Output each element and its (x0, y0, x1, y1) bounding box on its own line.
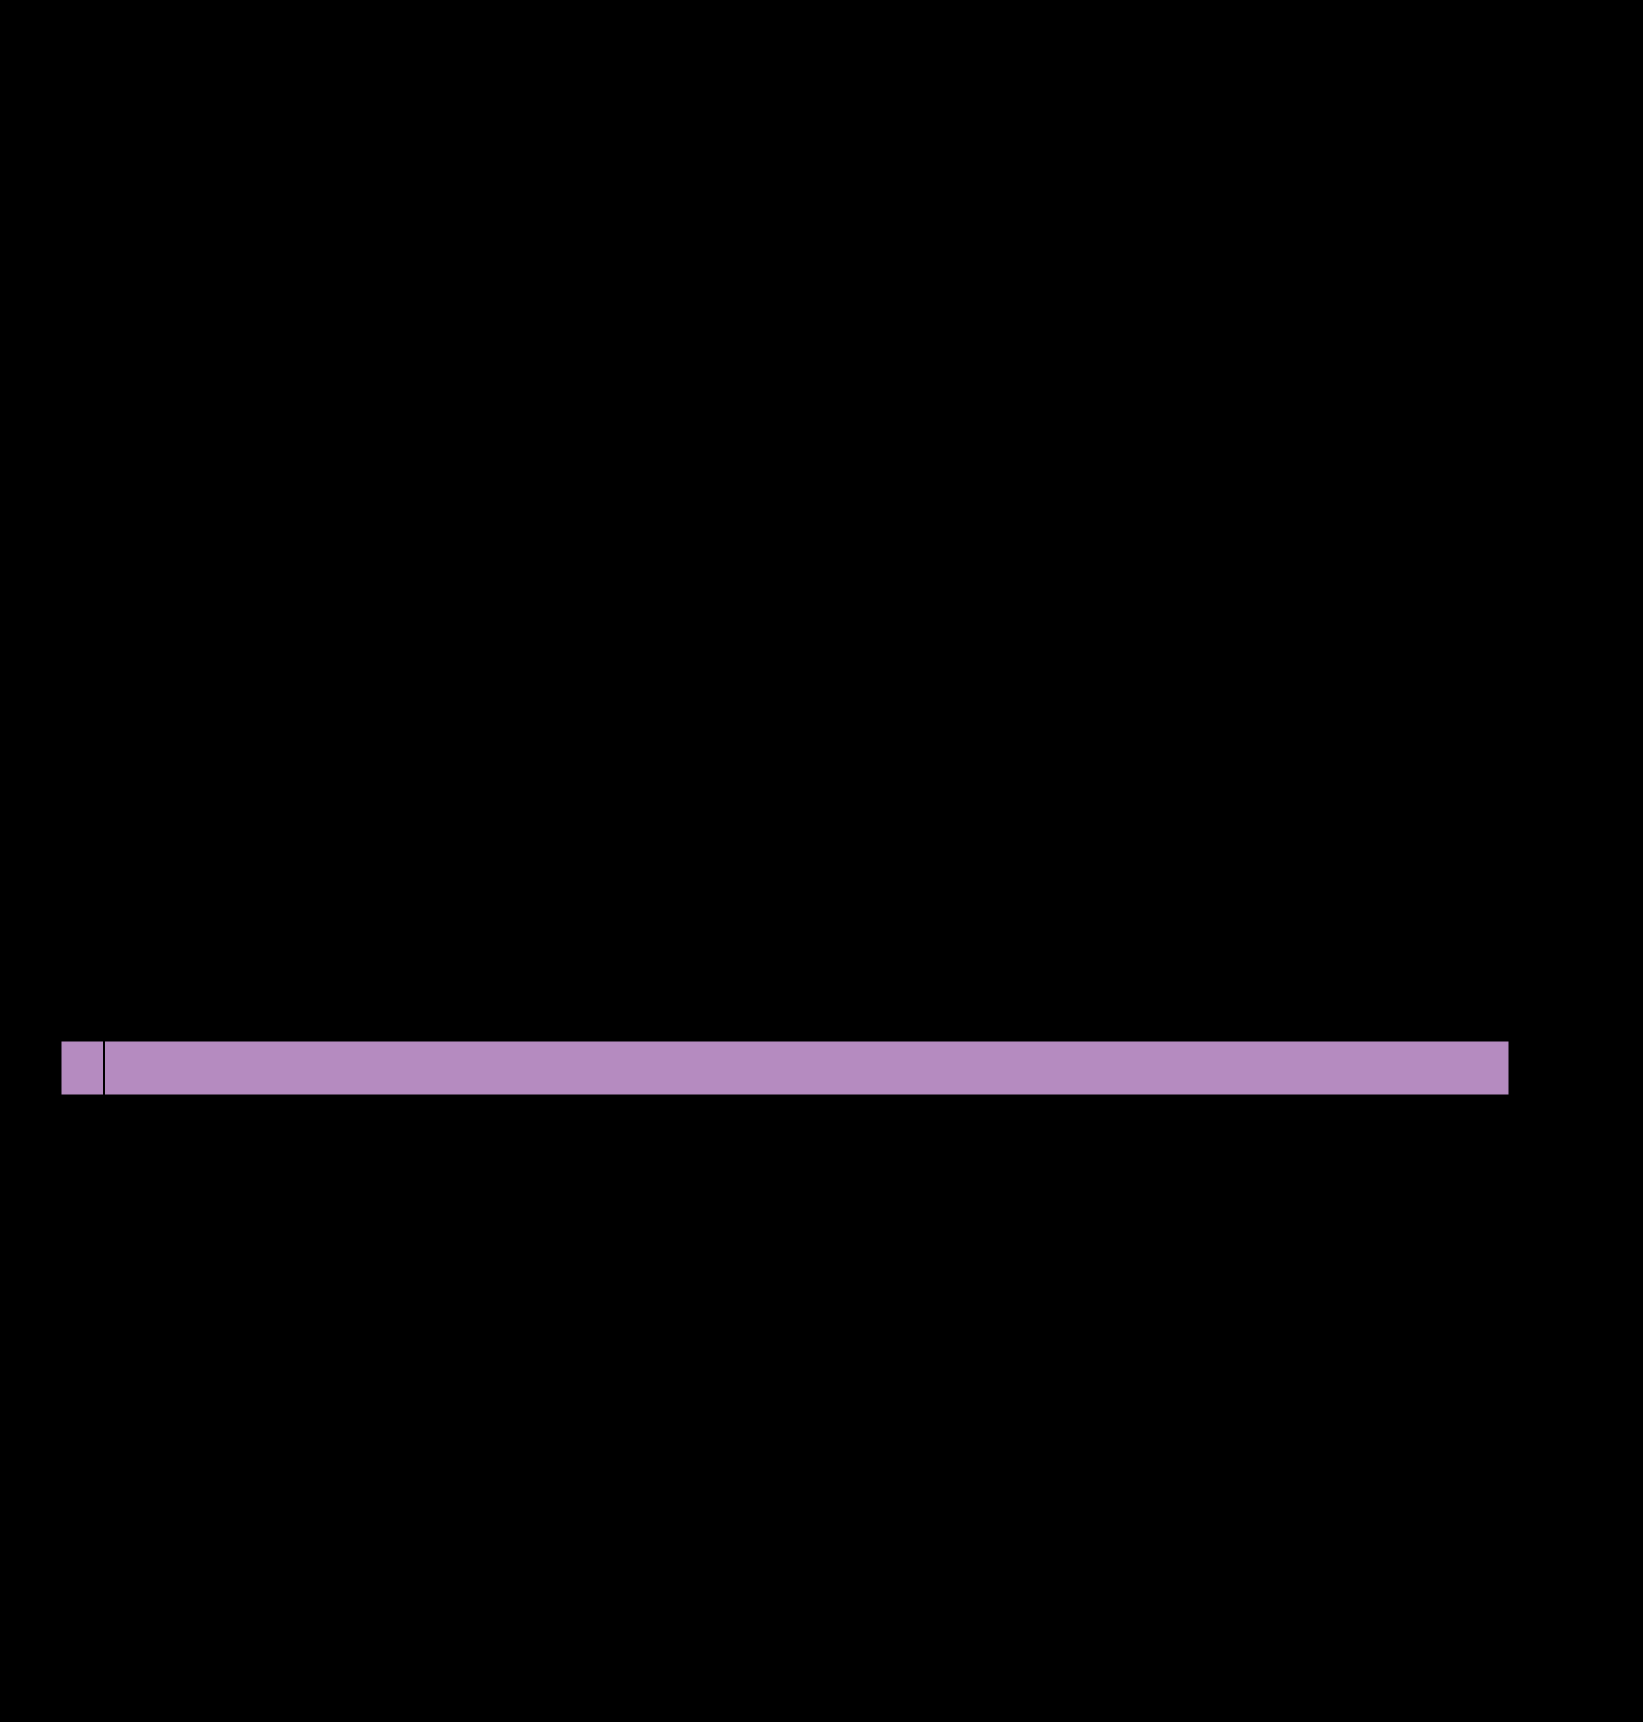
diagram-canvas (0, 0, 1643, 1722)
server-header (60, 1040, 1510, 1096)
